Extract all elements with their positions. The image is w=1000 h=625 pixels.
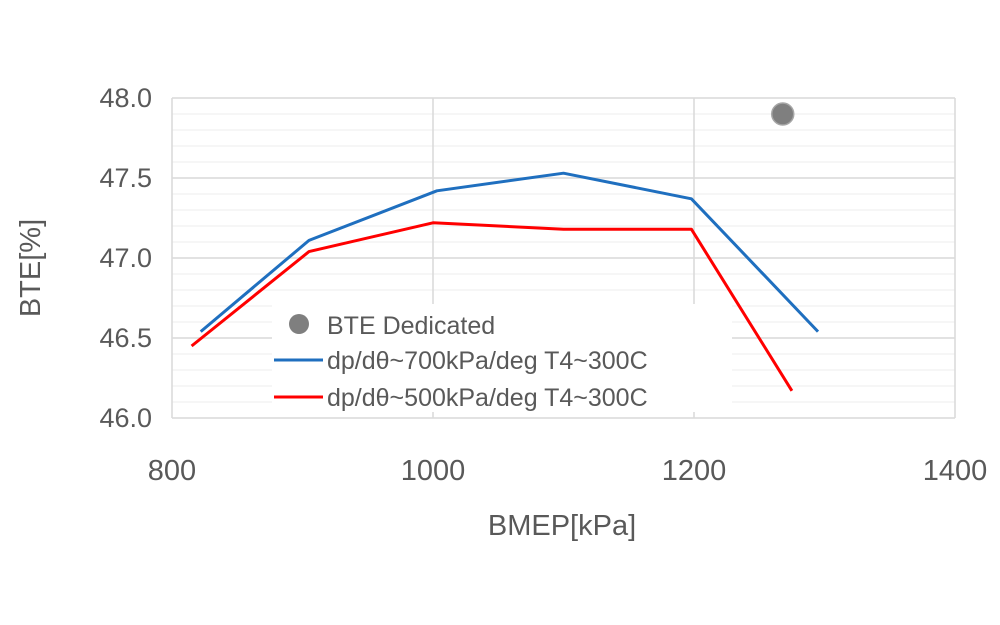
- series-line: [190, 221, 794, 392]
- y-tick-label: 46.5: [99, 323, 152, 353]
- series-line: [199, 171, 820, 333]
- y-tick-label: 47.0: [99, 243, 152, 273]
- y-tick-label: 47.5: [99, 163, 152, 193]
- legend: BTE Dedicated dp/dθ~700kPa/deg T4~300C dp/…: [272, 304, 732, 412]
- x-axis-title: BMEP[kPa]: [488, 510, 636, 542]
- x-tick-label: 1200: [662, 455, 727, 487]
- series: [190, 102, 820, 392]
- legend-label: dp/dθ~500kPa/deg T4~300C: [327, 384, 648, 412]
- x-tick-label: 800: [148, 455, 196, 487]
- x-tick-label: 1400: [923, 455, 988, 487]
- scatter-point: [770, 102, 795, 126]
- y-tick-label: 48.0: [99, 83, 152, 113]
- legend-marker-dot: [289, 314, 309, 334]
- x-tick-label: 1000: [401, 455, 466, 487]
- legend-box: [272, 304, 732, 412]
- y-axis-title: BTE[%]: [15, 219, 47, 317]
- legend-label: BTE Dedicated: [327, 312, 495, 340]
- y-tick-label: 46.0: [99, 403, 152, 433]
- legend-label: dp/dθ~700kPa/deg T4~300C: [327, 347, 648, 375]
- tick-labels: 46.0 46.5 47.0 47.5 48.0 800 1000 1200 1400: [99, 83, 987, 487]
